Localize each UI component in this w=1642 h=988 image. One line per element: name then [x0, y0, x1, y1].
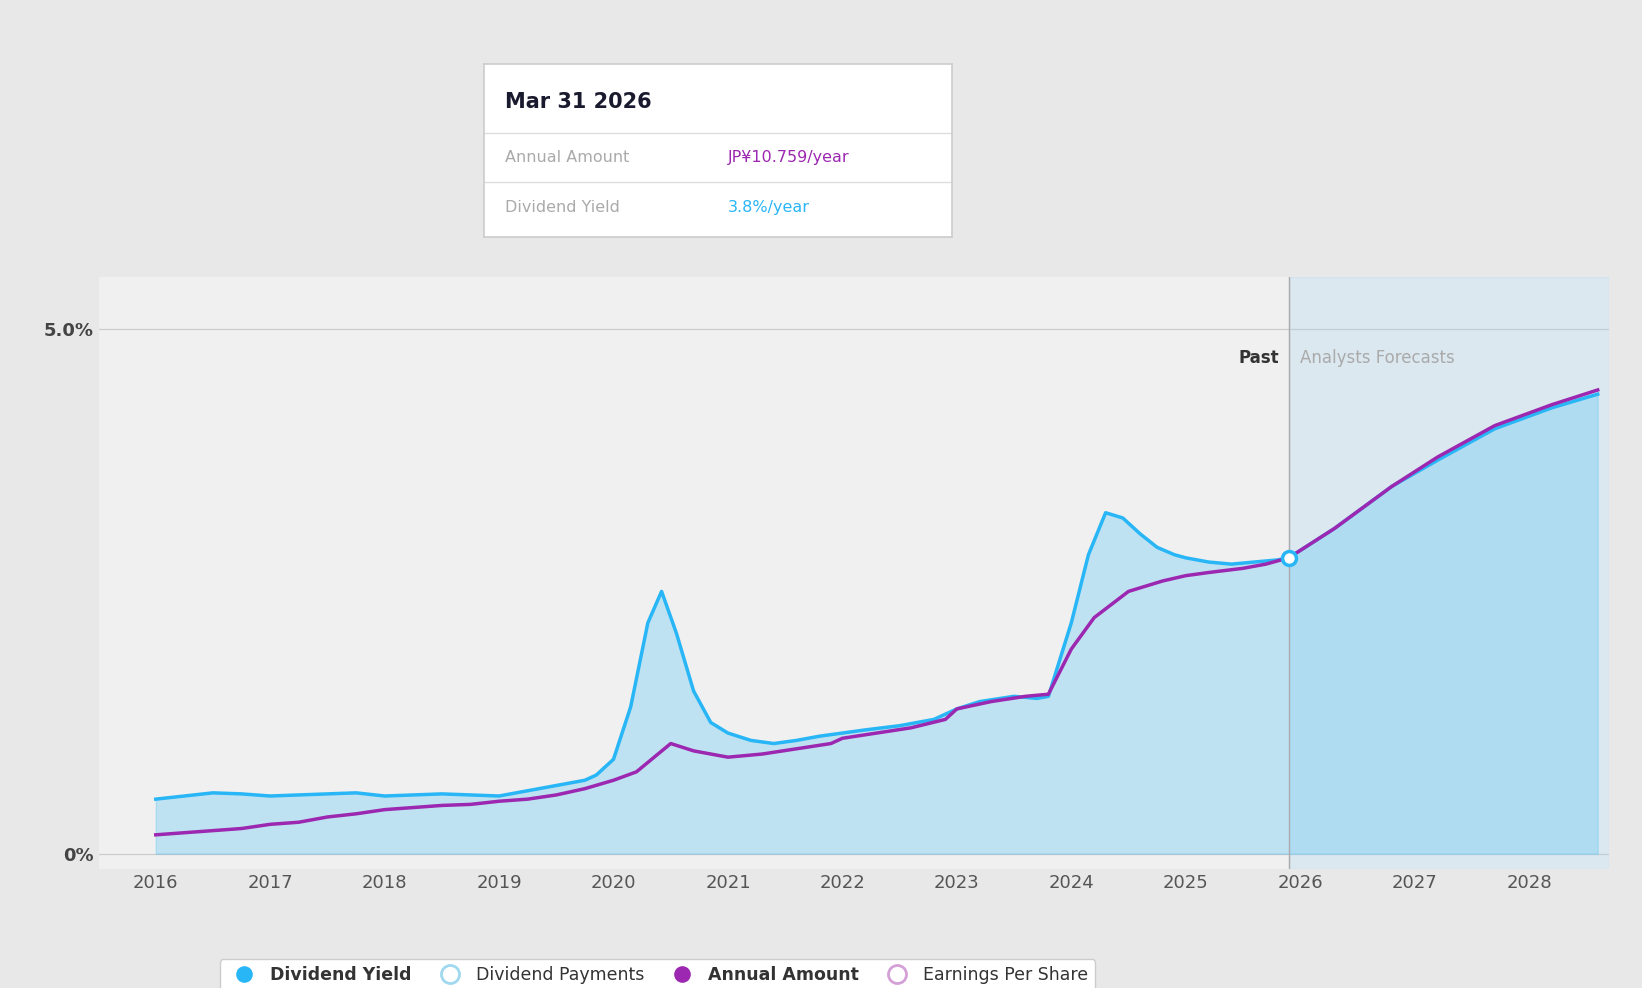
Bar: [1289, 277, 1609, 869]
Text: Mar 31 2026: Mar 31 2026: [506, 92, 652, 113]
Text: JP¥10.759/year: JP¥10.759/year: [727, 150, 849, 165]
Legend: Dividend Yield, Dividend Payments, Annual Amount, Earnings Per Share: Dividend Yield, Dividend Payments, Annua…: [220, 959, 1095, 988]
Text: 3.8%/year: 3.8%/year: [727, 201, 810, 215]
Text: Annual Amount: Annual Amount: [506, 150, 631, 165]
Text: Past: Past: [1240, 350, 1279, 368]
Text: Dividend Yield: Dividend Yield: [506, 201, 621, 215]
Text: Analysts Forecasts: Analysts Forecasts: [1300, 350, 1455, 368]
